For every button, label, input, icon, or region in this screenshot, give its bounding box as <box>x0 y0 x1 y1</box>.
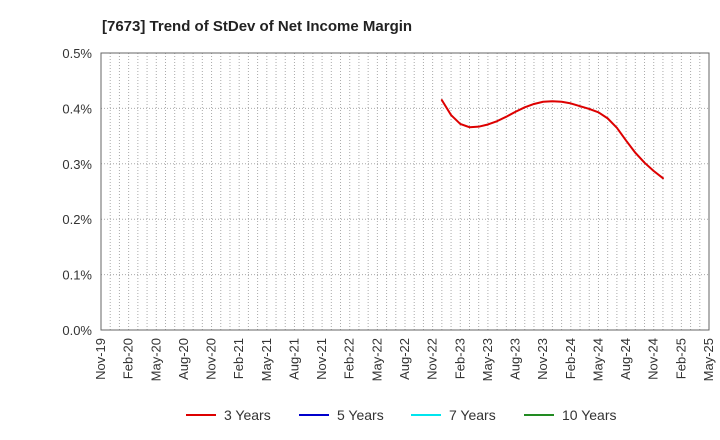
chart-title: [7673] Trend of StDev of Net Income Marg… <box>102 18 412 35</box>
x-tick-label: Nov-20 <box>204 338 219 380</box>
x-tick-label: May-20 <box>148 338 163 381</box>
x-tick-label: Nov-21 <box>314 338 329 380</box>
x-tick-label: Feb-23 <box>452 338 467 379</box>
x-tick-label: Aug-23 <box>508 338 523 380</box>
x-tick-label: Feb-22 <box>342 338 357 379</box>
x-tick-label: Feb-24 <box>563 338 578 379</box>
x-tick-label: Feb-21 <box>231 338 246 379</box>
y-tick-label: 0.2% <box>62 212 92 227</box>
y-tick-label: 0.4% <box>62 101 92 116</box>
plot-border <box>100 52 710 331</box>
legend-label: 3 Years <box>224 407 271 423</box>
legend-label: 5 Years <box>337 407 384 423</box>
x-tick-label: Nov-24 <box>646 338 661 380</box>
x-tick-label: Aug-20 <box>176 338 191 380</box>
legend-label: 7 Years <box>449 407 496 423</box>
x-tick-label: Aug-24 <box>618 338 633 380</box>
series-line-3-years <box>440 99 664 180</box>
x-tick-label: Nov-23 <box>535 338 550 380</box>
x-tick-label: May-24 <box>590 338 605 381</box>
legend: 3 Years 5 Years 7 Years 10 Years <box>186 407 617 423</box>
y-tick-label: 0.5% <box>62 46 92 61</box>
x-tick-label: May-23 <box>480 338 495 381</box>
y-tick-label: 0.0% <box>62 323 92 338</box>
x-tick-label: May-21 <box>259 338 274 381</box>
x-tick-label: Nov-22 <box>425 338 440 380</box>
x-tick-label: Feb-20 <box>121 338 136 379</box>
x-tick-label: Feb-25 <box>673 338 688 379</box>
x-tick-label: Aug-22 <box>397 338 412 380</box>
x-tick-label: May-25 <box>701 338 716 381</box>
y-tick-label: 0.1% <box>62 268 92 283</box>
x-tick-label: Aug-21 <box>286 338 301 380</box>
x-tick-label: Nov-19 <box>93 338 108 380</box>
plot-area: 0.0% 0.1% 0.2% 0.3% 0.4% 0.5% Nov-19 Feb-20 May-… <box>62 46 716 381</box>
legend-label: 10 Years <box>562 407 617 423</box>
x-tick-label: May-22 <box>369 338 384 381</box>
y-tick-label: 0.3% <box>62 157 92 172</box>
